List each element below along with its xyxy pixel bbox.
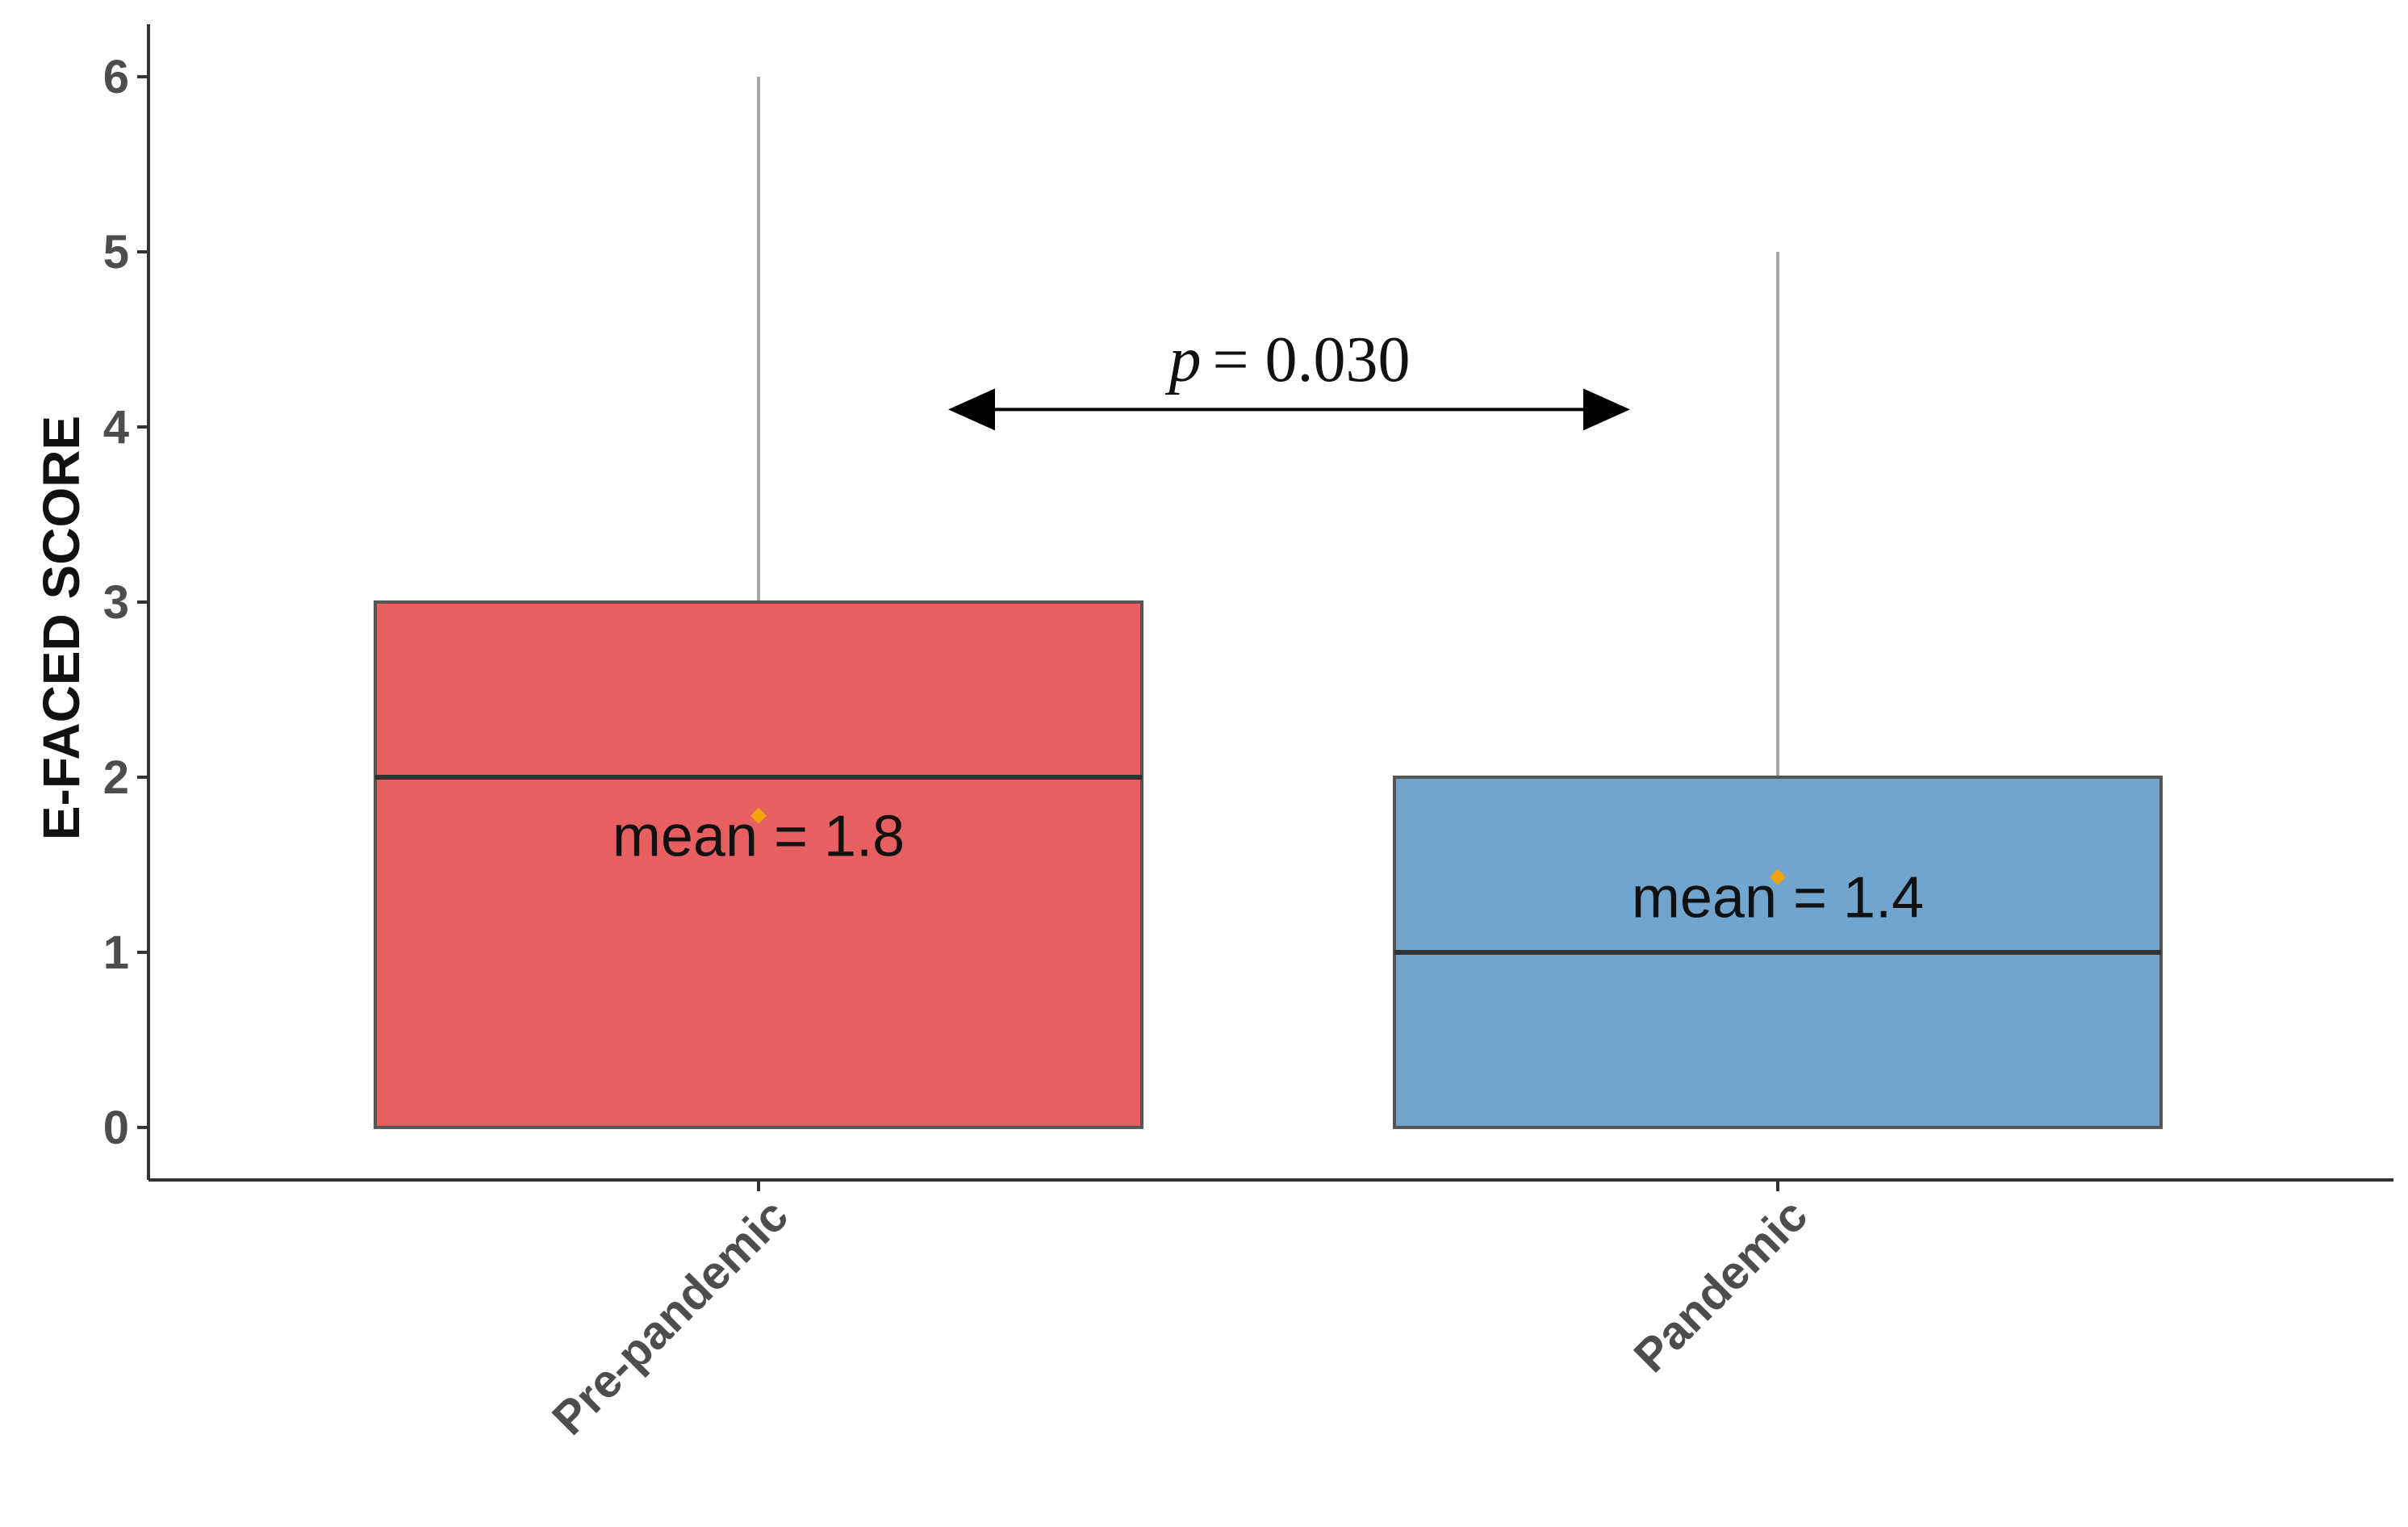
x-ticks: Pre-pandemic Pandemic (542, 1180, 1817, 1445)
y-axis-title: E-FACED SCORE (32, 416, 90, 840)
y-tick-label: 6 (103, 51, 129, 103)
y-tick-label: 3 (103, 576, 129, 629)
p-value-annotation: p = 0.030 (948, 324, 1630, 431)
x-tick-label: Pre-pandemic (542, 1189, 798, 1445)
x-tick-label: Pandemic (1624, 1189, 1817, 1383)
arrow-left-head-icon (948, 388, 995, 431)
p-value-text: = 0.030 (1212, 324, 1410, 395)
p-value-label: p = 0.030 (1164, 324, 1410, 395)
mean-marker-icon (750, 807, 767, 824)
mean-marker-icon (1770, 868, 1786, 885)
y-ticks: 0 1 2 3 4 5 6 (103, 51, 148, 1154)
p-symbol: p (1164, 324, 1201, 395)
y-tick-label: 1 (103, 927, 129, 979)
arrow-right-head-icon (1583, 388, 1630, 431)
y-tick-label: 2 (103, 751, 129, 804)
boxes (374, 600, 2163, 1129)
box-pre-pandemic (374, 600, 1143, 1129)
y-tick-label: 5 (103, 226, 129, 278)
y-tick-label: 0 (103, 1102, 129, 1154)
y-tick-label: 4 (103, 401, 129, 454)
whiskers (757, 77, 1779, 777)
